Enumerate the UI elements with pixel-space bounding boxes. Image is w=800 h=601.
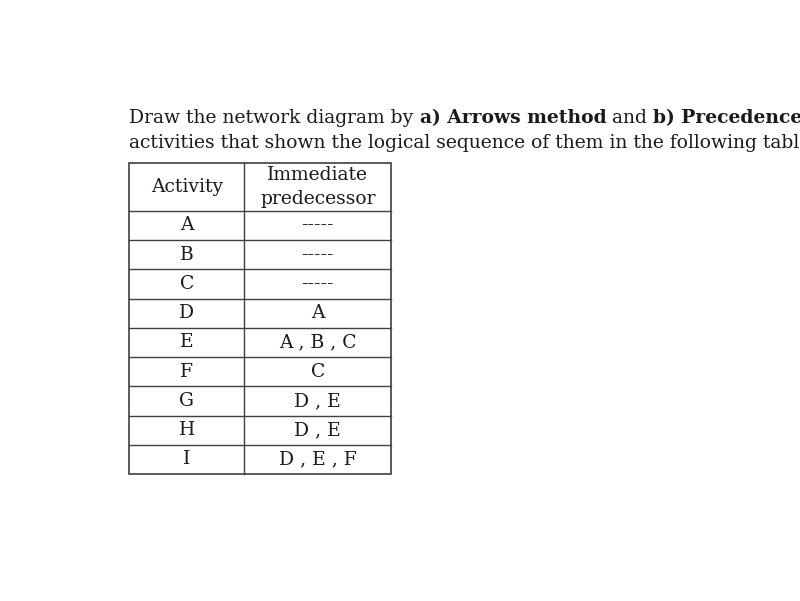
Text: -----: -----: [302, 275, 334, 293]
Text: G: G: [179, 392, 194, 410]
Text: and: and: [606, 109, 654, 127]
Text: D , E , F: D , E , F: [279, 450, 357, 468]
Text: H: H: [178, 421, 195, 439]
Text: A , B , C: A , B , C: [279, 334, 357, 352]
Text: Immediate
predecessor: Immediate predecessor: [260, 166, 375, 208]
Text: -----: -----: [302, 246, 334, 264]
Text: a) Arrows method: a) Arrows method: [420, 109, 606, 127]
Text: C: C: [310, 362, 325, 380]
Text: I: I: [183, 450, 190, 468]
Text: b) Precedence method: b) Precedence method: [654, 109, 800, 127]
Text: D , E: D , E: [294, 421, 341, 439]
Text: E: E: [180, 334, 194, 352]
Text: activities that shown the logical sequence of them in the following table:: activities that shown the logical sequen…: [130, 133, 800, 151]
Text: F: F: [180, 362, 194, 380]
Text: D , E: D , E: [294, 392, 341, 410]
Text: B: B: [180, 246, 194, 264]
Text: Draw the network diagram by: Draw the network diagram by: [130, 109, 420, 127]
Text: A: A: [311, 304, 325, 322]
Text: C: C: [180, 275, 194, 293]
Text: D: D: [179, 304, 194, 322]
Text: -----: -----: [302, 216, 334, 234]
Bar: [130, 163, 391, 474]
Text: Activity: Activity: [150, 178, 223, 196]
Text: A: A: [180, 216, 194, 234]
